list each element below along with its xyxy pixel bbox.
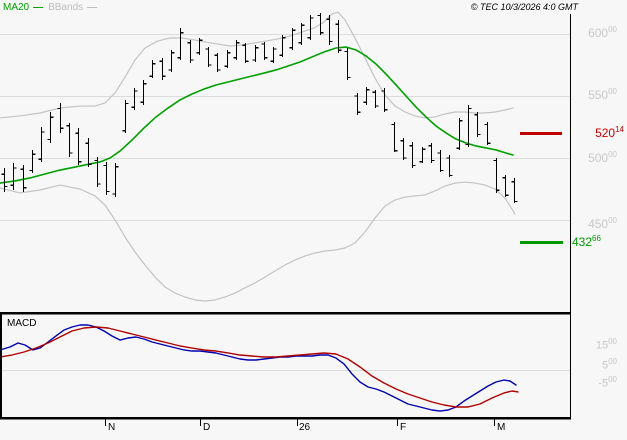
legend-bbands-label: BBands [48, 2, 84, 13]
x-axis-label-march: M [497, 422, 506, 433]
price-axis-label-450: 45000 [588, 216, 617, 231]
x-axis-label-february: F [400, 422, 407, 433]
price-axis-label-600: 60000 [588, 25, 617, 40]
x-axis-label-november: N [108, 422, 116, 433]
legend-bbands-line-swatch: — [87, 2, 97, 13]
macd-panel-title: MACD [7, 318, 37, 329]
price-axis-label-500: 50000 [588, 150, 617, 165]
support-level-label: 43266 [572, 234, 601, 249]
chart-legend: MA20 — BBands — [3, 2, 102, 13]
macd-axis-label-minus500: -500 [598, 375, 617, 390]
macd-axis-label-1500: 1500 [595, 337, 617, 352]
legend-ma20-line-swatch: — [33, 2, 43, 13]
macd-axis-label-500: 500 [601, 357, 617, 372]
legend-ma20-label: MA20 [3, 2, 30, 13]
resistance-level-label: 52014 [595, 125, 624, 140]
copyright-text: © TEC 10/3/2026 4:0 GMT [470, 2, 578, 12]
price-axis-label-550: 55000 [588, 87, 617, 102]
x-axis-label-december: D [203, 422, 211, 433]
x-axis-label-2026: 26 [299, 422, 311, 433]
